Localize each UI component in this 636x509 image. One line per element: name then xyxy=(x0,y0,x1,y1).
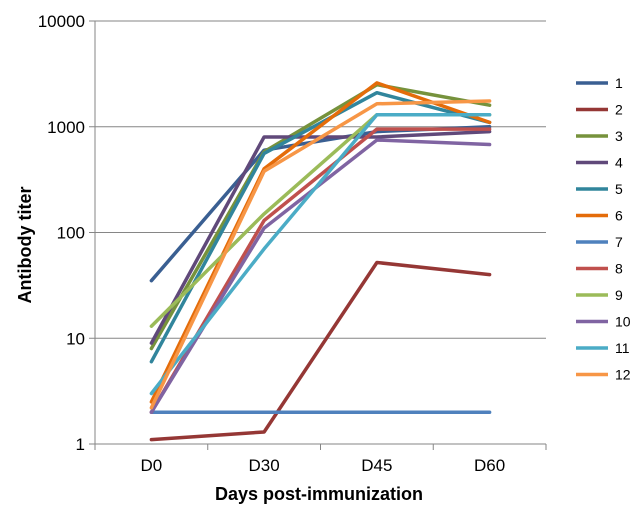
legend-label-2: 2 xyxy=(615,102,623,118)
legend-label-4: 4 xyxy=(615,155,623,171)
x-tick-label: D0 xyxy=(141,456,163,475)
legend-label-9: 9 xyxy=(615,287,623,303)
legend-label-5: 5 xyxy=(615,181,623,197)
y-tick-label: 1 xyxy=(76,435,85,454)
legend-label-7: 7 xyxy=(615,234,623,250)
legend-label-1: 1 xyxy=(615,75,623,91)
series-line-8 xyxy=(149,127,492,414)
legend-label-8: 8 xyxy=(615,261,623,277)
x-tick-label: D30 xyxy=(249,456,280,475)
y-axis-title: Antibody titer xyxy=(15,187,35,304)
x-tick-label: D60 xyxy=(474,456,505,475)
series-line-5 xyxy=(149,90,492,364)
series-lines xyxy=(149,81,492,442)
y-tick-label: 10000 xyxy=(38,12,85,31)
legend-label-11: 11 xyxy=(615,340,630,356)
y-tick-label: 10 xyxy=(66,329,85,348)
x-axis-title: Days post-immunization xyxy=(215,484,423,504)
series-line-11 xyxy=(149,112,492,396)
legend-label-6: 6 xyxy=(615,208,623,224)
legend-label-3: 3 xyxy=(615,128,623,144)
y-tick-label: 100 xyxy=(57,224,85,243)
series-line-3 xyxy=(149,82,492,351)
series-line-12 xyxy=(149,99,492,410)
legend-label-10: 10 xyxy=(615,314,631,330)
x-tick-label: D45 xyxy=(361,456,392,475)
y-tick-label: 1000 xyxy=(47,118,85,137)
legend-label-12: 12 xyxy=(615,367,631,383)
series-line-2 xyxy=(149,260,492,442)
axes: 1 10 100 1000 10000 D0 D30 D45 D60 xyxy=(38,12,547,475)
